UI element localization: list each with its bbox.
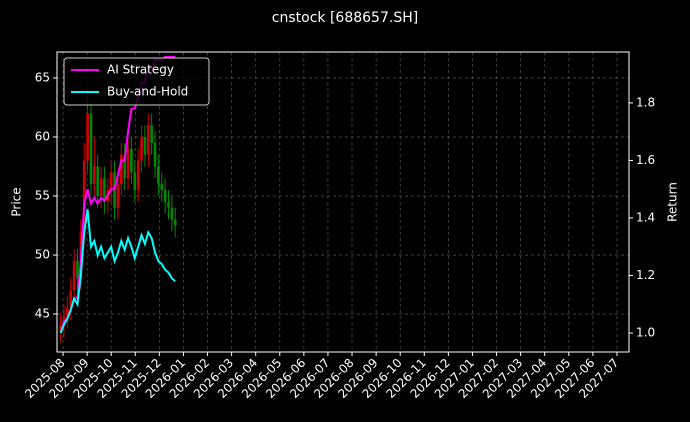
candle-body — [99, 178, 103, 196]
candle-body — [86, 113, 89, 161]
candle-body — [126, 148, 130, 179]
legend-label: AI Strategy — [107, 63, 174, 77]
candle-body — [167, 201, 170, 208]
candle-body — [173, 219, 177, 226]
candle-body — [136, 160, 140, 191]
candle-body — [82, 160, 86, 232]
candle-body — [123, 154, 126, 179]
candle-body — [93, 166, 96, 185]
candle-body — [133, 172, 137, 191]
candle-body — [120, 154, 123, 185]
y2-tick-label: 1.0 — [636, 326, 655, 340]
y2-tick-label: 1.8 — [636, 95, 655, 109]
candle-body — [59, 325, 62, 331]
y2-tick-label: 1.4 — [636, 210, 655, 224]
candle-body — [160, 184, 164, 191]
candle-body — [96, 166, 100, 196]
candle-body — [143, 136, 147, 155]
candle-body — [146, 125, 150, 155]
chart-title: cnstock [688657.SH] — [272, 10, 418, 26]
candle-body — [150, 125, 153, 143]
candle-body — [140, 136, 143, 161]
candle-body — [157, 166, 160, 185]
candle-body — [153, 142, 157, 167]
series-line — [59, 209, 176, 334]
y-tick-label: 45 — [35, 306, 50, 320]
candle-body — [103, 178, 106, 202]
y2-tick-label: 1.2 — [636, 268, 655, 282]
axes-frame — [56, 51, 630, 353]
candle-body — [109, 172, 113, 191]
candle-body — [89, 113, 93, 185]
y-axis-label: Price — [10, 187, 24, 216]
candle-body — [130, 148, 133, 173]
y-tick-label: 50 — [35, 247, 50, 261]
candle-body — [116, 184, 120, 208]
candle-body — [163, 190, 167, 202]
y2-axis-label: Return — [666, 182, 680, 222]
y-tick-label: 55 — [35, 188, 50, 202]
candle-body — [72, 260, 76, 291]
candle-body — [170, 207, 174, 220]
y2-tick-label: 1.6 — [636, 153, 655, 167]
legend-label: Buy-and-Hold — [107, 85, 188, 99]
legend-box — [63, 57, 210, 106]
candle-body — [76, 260, 79, 279]
candle-body — [66, 308, 69, 317]
y-tick-label: 60 — [35, 129, 50, 143]
candle-body — [69, 290, 73, 309]
y-tick-label: 65 — [35, 70, 50, 84]
